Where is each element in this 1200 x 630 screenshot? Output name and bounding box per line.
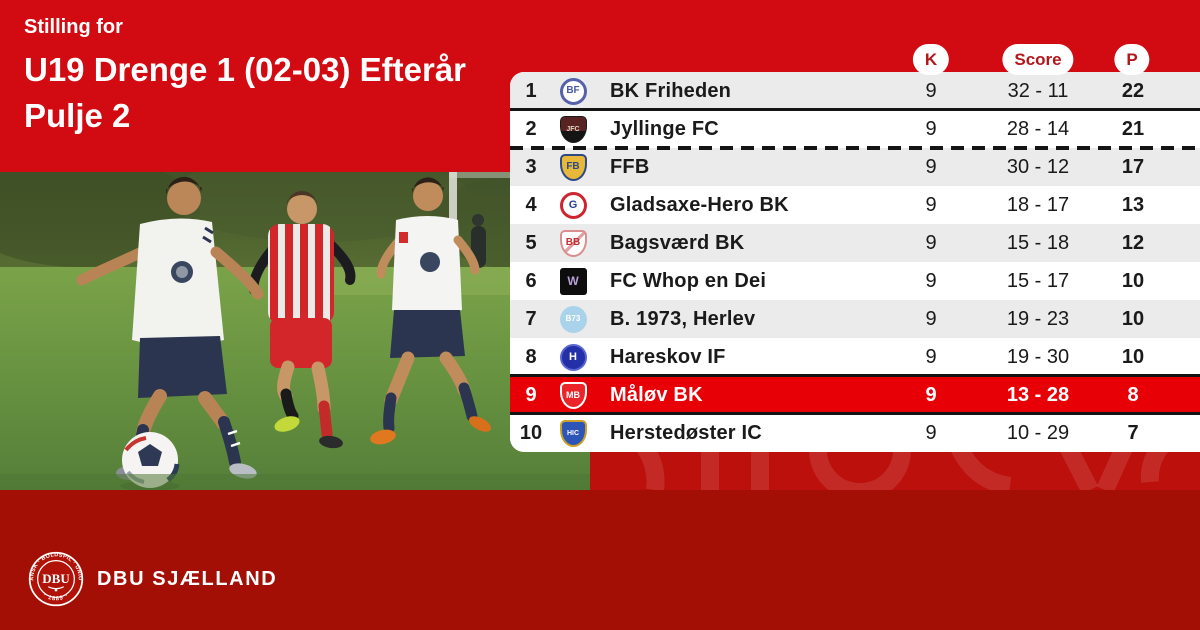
table-row: 5 BB Bagsværd BK 9 15 - 18 12 bbox=[510, 224, 1200, 262]
page-title-line2: Pulje 2 bbox=[24, 97, 131, 134]
club-logo-ffb: FB bbox=[559, 153, 587, 181]
points: 12 bbox=[1121, 231, 1145, 254]
points: 22 bbox=[1121, 79, 1145, 102]
points: 8 bbox=[1127, 383, 1139, 406]
column-header-matches: K bbox=[912, 44, 950, 75]
match-photo-illustration bbox=[0, 152, 650, 491]
player-white-right bbox=[370, 177, 491, 445]
rank: 4 bbox=[525, 193, 537, 216]
matches-played: 9 bbox=[925, 193, 937, 216]
matches-played: 9 bbox=[925, 231, 937, 254]
club-logo-bagsvaerd: BB bbox=[559, 229, 587, 257]
rank: 10 bbox=[519, 421, 543, 444]
matches-played: 9 bbox=[925, 345, 937, 368]
rank: 5 bbox=[525, 231, 537, 254]
rank: 1 bbox=[525, 79, 537, 102]
club-logo-fc-whop-en-dei: W bbox=[559, 267, 587, 295]
watermark-strip bbox=[560, 452, 1200, 490]
points: 10 bbox=[1121, 307, 1145, 330]
page-title-line1: U19 Drenge 1 (02-03) Efterår bbox=[24, 51, 467, 88]
matches-played: 9 bbox=[925, 117, 937, 140]
goal-score: 28 - 14 bbox=[1006, 117, 1070, 140]
footer-band: DANSK · BOLDSPIL · UNION · 1889 · DBU DB… bbox=[0, 490, 1200, 630]
table-row: 7 B73 B. 1973, Herlev 9 19 - 23 10 bbox=[510, 300, 1200, 338]
points: 10 bbox=[1121, 269, 1145, 292]
club-logo-herstedoster-ic: HIC bbox=[559, 419, 587, 447]
svg-text:· 1889 ·: · 1889 · bbox=[42, 593, 70, 603]
match-photo bbox=[0, 152, 650, 491]
points: 10 bbox=[1121, 345, 1145, 368]
matches-played: 9 bbox=[925, 307, 937, 330]
pretitle: Stilling for bbox=[24, 16, 123, 38]
goal-score: 15 - 17 bbox=[1006, 269, 1070, 292]
points: 13 bbox=[1121, 193, 1145, 216]
rank: 6 bbox=[525, 269, 537, 292]
team-name: FFB bbox=[610, 155, 650, 178]
table-row: 10 HIC Herstedøster IC 9 10 - 29 7 bbox=[510, 414, 1200, 452]
points: 21 bbox=[1121, 117, 1145, 140]
table-row: 2 JFC Jyllinge FC 9 28 - 14 21 bbox=[510, 110, 1200, 148]
table-row: 4 G Gladsaxe-Hero BK 9 18 - 17 13 bbox=[510, 186, 1200, 224]
matches-played: 9 bbox=[925, 269, 937, 292]
table-row: 1 BF BK Friheden 9 32 - 11 22 bbox=[510, 72, 1200, 110]
matches-played: 9 bbox=[925, 383, 937, 406]
goal-score: 32 - 11 bbox=[1007, 79, 1069, 102]
club-logo-maalov-bk: MB bbox=[559, 381, 587, 409]
column-header-points: P bbox=[1114, 44, 1150, 75]
brand-name: DBU SJÆLLAND bbox=[97, 567, 278, 590]
club-logo-hareskov-if: H bbox=[559, 343, 587, 371]
table-row: 3 FB FFB 9 30 - 12 17 bbox=[510, 148, 1200, 186]
dbu-watermark bbox=[636, 452, 1169, 490]
rank: 3 bbox=[525, 155, 537, 178]
club-logo-jyllinge-fc: JFC bbox=[559, 115, 587, 143]
team-name: B. 1973, Herlev bbox=[610, 307, 756, 330]
team-name: Jyllinge FC bbox=[610, 117, 719, 140]
points: 7 bbox=[1127, 421, 1139, 444]
dbu-logo: DANSK · BOLDSPIL · UNION · 1889 · DBU bbox=[27, 550, 84, 607]
table-row: 8 H Hareskov IF 9 19 - 30 10 bbox=[510, 338, 1200, 376]
dbu-logo-center-text: DBU bbox=[42, 571, 70, 586]
player-striped bbox=[248, 190, 356, 449]
team-name: Måløv BK bbox=[610, 383, 703, 406]
rank: 7 bbox=[525, 307, 537, 330]
matches-played: 9 bbox=[925, 79, 937, 102]
goal-score: 19 - 23 bbox=[1006, 307, 1070, 330]
brand-row: DANSK · BOLDSPIL · UNION · 1889 · DBU DB… bbox=[27, 550, 277, 608]
team-name: Herstedøster IC bbox=[610, 421, 762, 444]
goal-score: 13 - 28 bbox=[1006, 383, 1070, 406]
rank: 2 bbox=[525, 117, 537, 140]
team-name: Hareskov IF bbox=[610, 345, 726, 368]
team-name: Bagsværd BK bbox=[610, 231, 745, 254]
rank: 8 bbox=[525, 345, 537, 368]
column-header-score: Score bbox=[1002, 44, 1074, 75]
title-block: Stilling for U19 Drenge 1 (02-03) Efterå… bbox=[24, 16, 466, 139]
dbu-logo-year: · 1889 · bbox=[42, 593, 69, 603]
goal-score: 15 - 18 bbox=[1006, 231, 1070, 254]
matches-played: 9 bbox=[925, 421, 937, 444]
goal-score: 30 - 12 bbox=[1006, 155, 1070, 178]
player-white-left bbox=[76, 176, 264, 480]
club-logo-b1973-herlev: B73 bbox=[559, 305, 587, 333]
goal-score: 18 - 17 bbox=[1006, 193, 1070, 216]
team-name: Gladsaxe-Hero BK bbox=[610, 193, 789, 216]
team-name: BK Friheden bbox=[610, 79, 732, 102]
club-logo-gladsaxe-hero: G bbox=[559, 191, 587, 219]
goal-score: 19 - 30 bbox=[1006, 345, 1070, 368]
rank: 9 bbox=[525, 383, 537, 406]
club-logo-bk-friheden: BF bbox=[559, 77, 587, 105]
matches-played: 9 bbox=[925, 155, 937, 178]
goal-score: 10 - 29 bbox=[1006, 421, 1070, 444]
standings-table: 1 BF BK Friheden 9 32 - 11 22 2 JFC Jyll… bbox=[510, 72, 1200, 452]
table-row: 6 W FC Whop en Dei 9 15 - 17 10 bbox=[510, 262, 1200, 300]
team-name: FC Whop en Dei bbox=[610, 269, 767, 292]
points: 17 bbox=[1121, 155, 1145, 178]
table-row-highlighted: 9 MB Måløv BK 9 13 - 28 8 bbox=[510, 376, 1200, 414]
